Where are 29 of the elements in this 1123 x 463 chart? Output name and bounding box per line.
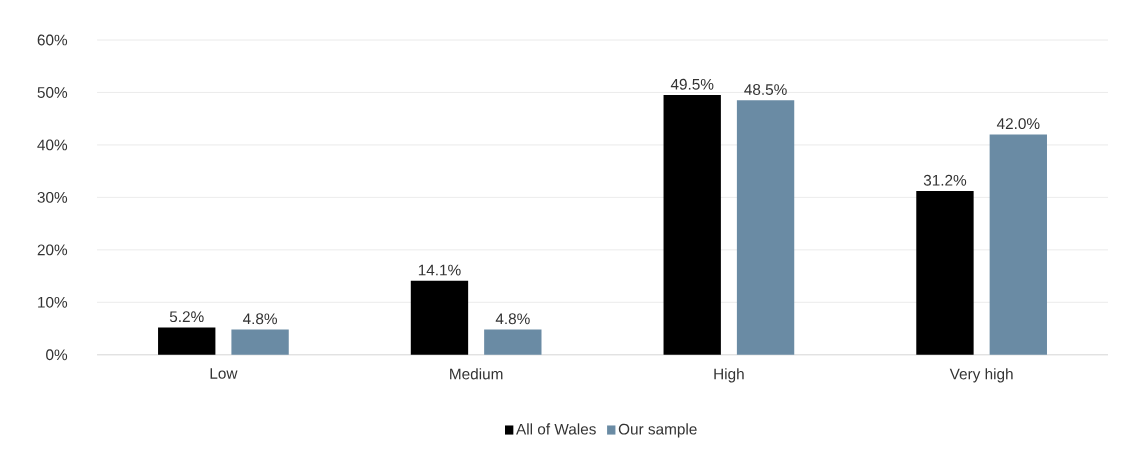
bar xyxy=(989,134,1047,355)
y-tick-label: 60% xyxy=(37,34,68,46)
y-tick-label: 50% xyxy=(37,87,68,98)
data-label: 14.1% xyxy=(418,264,461,276)
y-tick-label: 0% xyxy=(46,349,68,361)
legend-label: All of Wales xyxy=(516,423,596,435)
legend-label: Our sample xyxy=(618,423,697,438)
x-tick-label: Medium xyxy=(450,368,503,380)
x-tick-label: Low xyxy=(210,368,238,379)
y-tick-label: 30% xyxy=(37,192,68,203)
bar xyxy=(736,100,795,355)
bar xyxy=(410,280,469,355)
data-label: 5.2% xyxy=(169,311,204,323)
y-tick-label: 20% xyxy=(37,244,68,256)
data-label: 42.0% xyxy=(996,118,1040,130)
y-tick-label: 40% xyxy=(37,139,68,151)
bar xyxy=(484,329,542,355)
x-tick-label: Very high xyxy=(949,368,1013,383)
y-tick-label: 10% xyxy=(38,296,68,308)
data-label: 4.8% xyxy=(495,313,530,325)
data-label: 48.5% xyxy=(744,84,787,96)
x-tick-label: High xyxy=(714,368,744,383)
bar xyxy=(916,191,974,355)
data-label: 49.5% xyxy=(670,78,714,90)
bar xyxy=(158,327,216,355)
data-label: 4.8% xyxy=(242,313,278,325)
bar xyxy=(231,329,289,355)
bar xyxy=(663,95,721,355)
data-label: 31.2% xyxy=(923,174,967,186)
